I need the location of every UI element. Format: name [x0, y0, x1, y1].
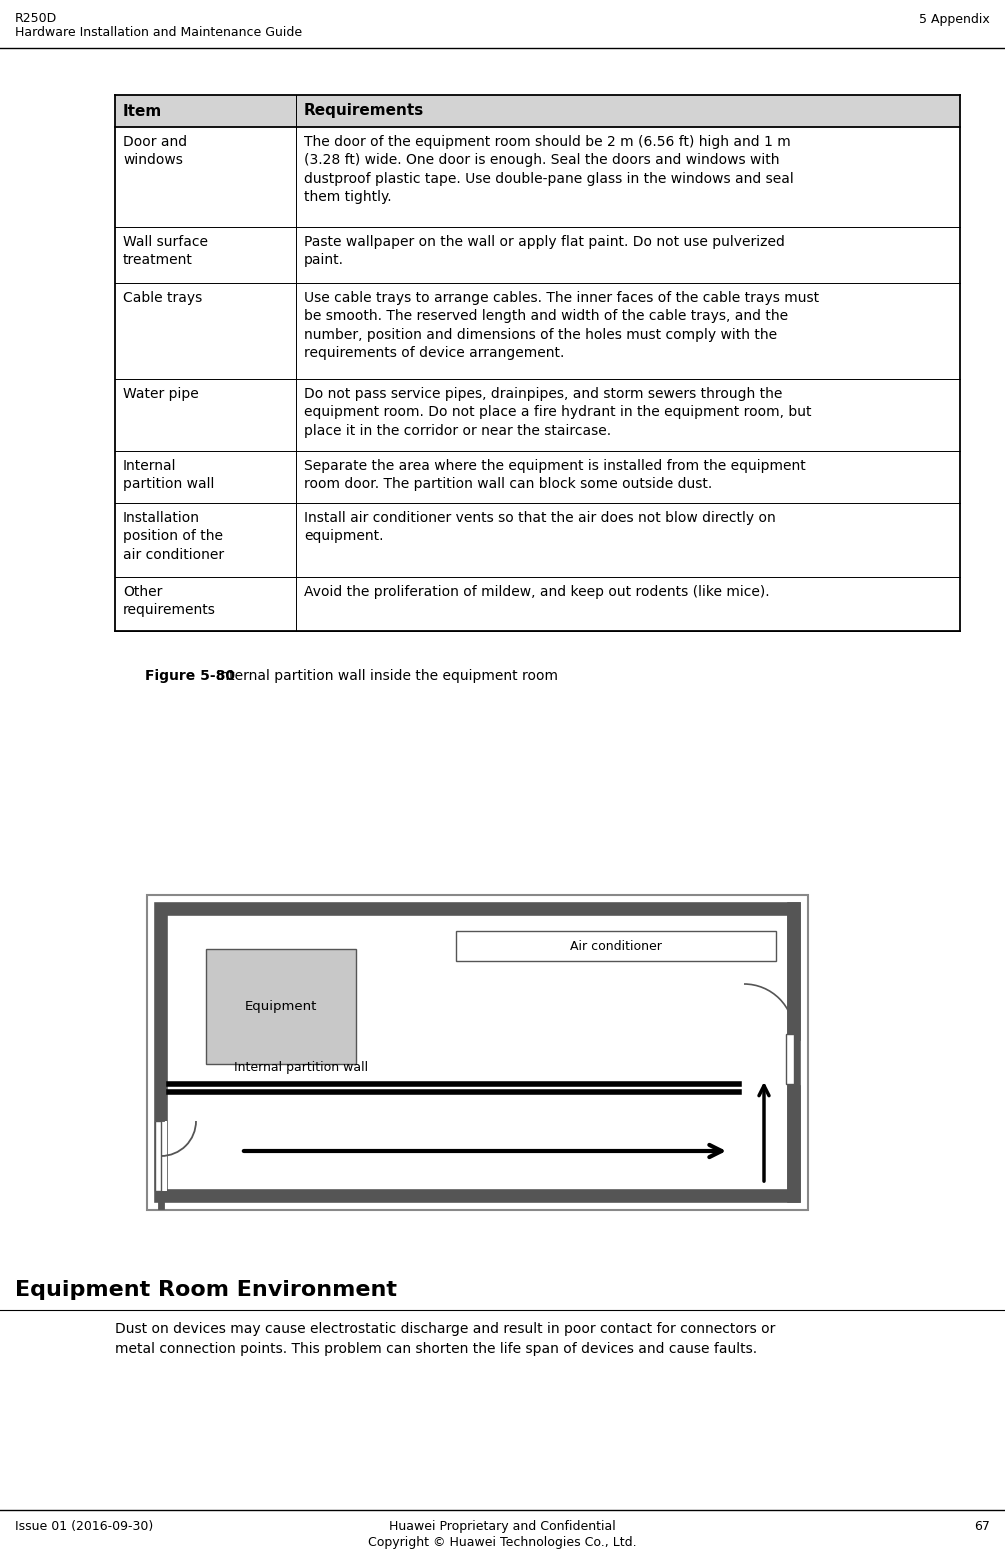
Bar	[115, 576, 960, 631]
Bar	[115, 96, 960, 127]
Bar	[155, 1121, 161, 1192]
Bar	[115, 451, 960, 503]
Text: Equipment: Equipment	[245, 1001, 318, 1013]
Text: 5 Appendix: 5 Appendix	[920, 13, 990, 25]
Bar	[206, 949, 356, 1063]
Text: Equipment Room Environment: Equipment Room Environment	[15, 1279, 397, 1300]
Text: Do not pass service pipes, drainpipes, and storm sewers through the
equipment ro: Do not pass service pipes, drainpipes, a…	[304, 387, 811, 438]
Text: Cable trays: Cable trays	[123, 291, 202, 305]
Text: Requirements: Requirements	[304, 103, 424, 119]
Bar	[115, 379, 960, 451]
Text: Avoid the proliferation of mildew, and keep out rodents (like mice).: Avoid the proliferation of mildew, and k…	[304, 586, 770, 600]
Bar	[786, 1034, 794, 1084]
Text: The door of the equipment room should be 2 m (6.56 ft) high and 1 m
(3.28 ft) wi: The door of the equipment room should be…	[304, 135, 794, 204]
Text: Other
requirements: Other requirements	[123, 586, 216, 617]
Text: Figure 5-80: Figure 5-80	[145, 669, 235, 683]
Text: Door and
windows: Door and windows	[123, 135, 187, 168]
Bar	[115, 227, 960, 283]
Bar	[147, 896, 808, 1211]
Text: Copyright © Huawei Technologies Co., Ltd.: Copyright © Huawei Technologies Co., Ltd…	[368, 1536, 636, 1549]
Text: Internal partition wall: Internal partition wall	[234, 1062, 368, 1074]
Text: Air conditioner: Air conditioner	[570, 940, 662, 952]
Text: Separate the area where the equipment is installed from the equipment
room door.: Separate the area where the equipment is…	[304, 459, 806, 492]
Text: R250D: R250D	[15, 13, 57, 25]
Text: Use cable trays to arrange cables. The inner faces of the cable trays must
be sm: Use cable trays to arrange cables. The i…	[304, 291, 819, 360]
Text: Wall surface
treatment: Wall surface treatment	[123, 235, 208, 268]
Text: Hardware Installation and Maintenance Guide: Hardware Installation and Maintenance Gu…	[15, 27, 303, 39]
Text: Huawei Proprietary and Confidential: Huawei Proprietary and Confidential	[389, 1521, 615, 1533]
Bar	[115, 283, 960, 379]
Bar	[115, 503, 960, 576]
Text: Issue 01 (2016-09-30): Issue 01 (2016-09-30)	[15, 1521, 153, 1533]
Text: Internal partition wall inside the equipment room: Internal partition wall inside the equip…	[212, 669, 558, 683]
Bar	[155, 1121, 167, 1192]
Text: Water pipe: Water pipe	[123, 387, 199, 401]
Text: 67: 67	[974, 1521, 990, 1533]
Text: Install air conditioner vents so that the air does not blow directly on
equipmen: Install air conditioner vents so that th…	[304, 511, 776, 543]
Bar	[456, 932, 776, 962]
Bar	[115, 127, 960, 227]
Text: Installation
position of the
air conditioner: Installation position of the air conditi…	[123, 511, 224, 562]
Text: Dust on devices may cause electrostatic discharge and result in poor contact for: Dust on devices may cause electrostatic …	[115, 1322, 776, 1356]
Text: Internal
partition wall: Internal partition wall	[123, 459, 214, 492]
Text: Item: Item	[123, 103, 162, 119]
Bar	[161, 908, 794, 1196]
Text: Paste wallpaper on the wall or apply flat paint. Do not use pulverized
paint.: Paste wallpaper on the wall or apply fla…	[304, 235, 785, 268]
